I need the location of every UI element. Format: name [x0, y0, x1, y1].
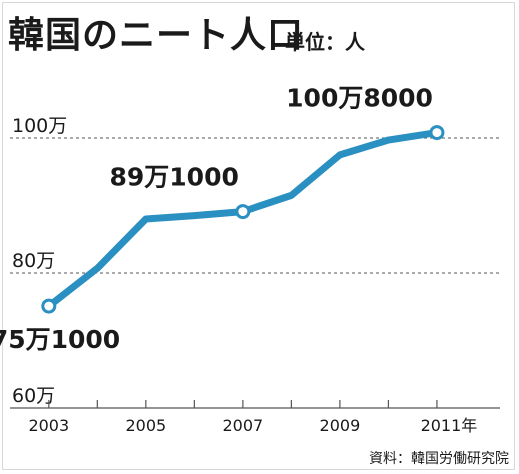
y-tick-label: 80万 [12, 250, 55, 272]
data-label: 75万1000 [0, 325, 120, 354]
x-tick-label: 2009 [320, 416, 361, 435]
x-tick-label: 2005 [125, 416, 166, 435]
y-tick-label: 100万 [12, 115, 67, 137]
data-point-marker [41, 298, 57, 314]
chart-title: 韓国のニート人口 [8, 15, 305, 56]
data-label: 100万8000 [286, 84, 433, 113]
source-label: 資料：韓国労働研究院 [369, 451, 509, 467]
chart-frame [2, 2, 515, 470]
data-point-marker [235, 204, 251, 220]
x-tick-label: 2011年 [421, 416, 478, 435]
x-tick-label: 2007 [223, 416, 264, 435]
x-tick-label: 2003 [28, 416, 69, 435]
y-tick-label: 60万 [12, 385, 55, 407]
data-label: 89万1000 [109, 163, 238, 192]
unit-label: 単位：人 [285, 30, 365, 54]
series-line [45, 129, 441, 310]
data-point-marker [429, 125, 445, 141]
